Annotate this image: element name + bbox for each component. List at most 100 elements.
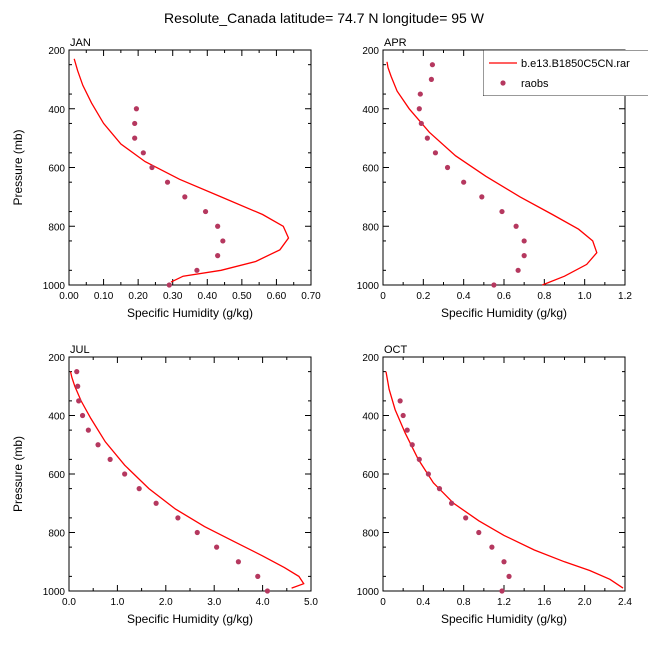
y-tick-label: 800 [48, 529, 65, 540]
raobs-point [515, 267, 521, 273]
x-tick-label: 0.60 [267, 291, 287, 302]
x-tick-label: 0.4 [457, 291, 471, 302]
raobs-point [182, 194, 188, 200]
plot-frame [382, 356, 626, 592]
panel-label: OCT [384, 344, 408, 356]
raobs-point [400, 412, 406, 419]
x-tick-label: 5.0 [304, 597, 318, 608]
raobs-point [491, 282, 497, 288]
raobs-point [416, 456, 422, 462]
figure-title: Resolute_Canada latitude= 74.7 N longitu… [164, 10, 485, 26]
raobs-point [215, 253, 221, 259]
y-tick-label: 600 [48, 470, 65, 481]
raobs-point [122, 471, 128, 477]
y-tick-label: 400 [48, 412, 65, 423]
legend-box [483, 50, 648, 96]
raobs-point [461, 179, 467, 185]
x-tick-label: 0.6 [497, 291, 511, 302]
y-tick-label: 600 [48, 164, 65, 175]
raobs-point [79, 412, 86, 419]
x-axis-title: Specific Humidity (g/kg) [127, 306, 253, 320]
y-tick-label: 1000 [357, 587, 380, 598]
raobs-point [215, 223, 221, 229]
y-tick-label: 200 [48, 353, 65, 364]
legend-body: b.e13.B1850C5CN.rar raobs [483, 50, 648, 96]
raobs-point [255, 573, 261, 579]
raobs-point [417, 91, 423, 97]
y-tick-label: 1000 [357, 281, 380, 292]
x-axis-title: Specific Humidity (g/kg) [127, 612, 253, 626]
raobs-point [429, 62, 436, 68]
x-tick-label: 1.2 [497, 597, 511, 608]
raobs-point [235, 559, 241, 565]
raobs-point [133, 106, 140, 112]
x-tick-label: 0.2 [416, 291, 430, 302]
raobs-point [463, 515, 469, 521]
x-tick-label: 0.8 [457, 597, 471, 608]
x-tick-label: 0.4 [416, 597, 430, 608]
x-tick-label: 0.20 [128, 291, 148, 302]
x-tick-label: 0.00 [59, 291, 79, 302]
x-tick-label: 3.0 [207, 597, 221, 608]
x-tick-label: 1.0 [578, 291, 592, 302]
plot-frame [68, 49, 312, 286]
raobs-point [424, 135, 430, 141]
y-tick-label: 200 [48, 46, 65, 57]
raobs-point [140, 150, 146, 156]
raobs-point [416, 106, 422, 112]
raobs-point [397, 398, 403, 404]
x-tick-label: 0.0 [62, 597, 76, 608]
raobs-point [76, 398, 82, 404]
raobs-point [521, 253, 527, 259]
panel-jan: JAN 0.00 0.10 0.20 0.30 0.40 0.50 0.60 0.70 200 40… [11, 37, 321, 320]
y-tick-label: 600 [362, 470, 379, 481]
y-tick-label: 1000 [43, 281, 66, 292]
raobs-point [214, 544, 220, 550]
legend: b.e13.B1850C5CN.rar raobs [483, 50, 648, 96]
raobs-point [404, 427, 410, 433]
x-tick-label: 1.6 [537, 597, 551, 608]
x-tick-label: 0.10 [94, 291, 114, 302]
raobs-point [95, 442, 101, 448]
y-tick-label: 400 [362, 412, 379, 423]
raobs-point [194, 267, 200, 273]
y-tick-label: 400 [362, 105, 379, 116]
raobs-point [164, 179, 171, 185]
raobs-point [428, 76, 434, 82]
raobs-point [499, 208, 505, 215]
x-axis-title: Specific Humidity (g/kg) [441, 306, 567, 320]
x-tick-label: 0.70 [301, 291, 321, 302]
raobs-point [132, 120, 138, 127]
legend-marker-swatch [500, 80, 506, 86]
raobs-point [85, 427, 91, 433]
raobs-point [75, 383, 81, 389]
raobs-point [166, 282, 172, 288]
raobs-point [501, 559, 507, 565]
panel-label: APR [384, 37, 407, 49]
raobs-point [107, 456, 113, 462]
x-tick-label: 0.40 [198, 291, 218, 302]
raobs-point [513, 223, 519, 229]
y-tick-label: 200 [362, 353, 379, 364]
raobs-point [202, 208, 209, 215]
raobs-point [149, 164, 155, 171]
plot-frame [68, 356, 312, 592]
x-tick-label: 1.2 [618, 291, 632, 302]
model-profile-line [69, 371, 305, 589]
x-tick-label: 0 [380, 597, 386, 608]
raobs-point [432, 150, 439, 156]
model-profile-line [385, 371, 624, 589]
raobs-point [476, 529, 482, 536]
raobs-point [175, 515, 181, 521]
y-tick-label: 400 [48, 105, 65, 116]
y-tick-label: 600 [362, 164, 379, 175]
y-axis-title: Pressure (mb) [11, 129, 25, 205]
panel-label: JAN [70, 37, 91, 49]
y-tick-label: 200 [362, 46, 379, 57]
panel-jul: JUL 0.0 1.0 2.0 3.0 4.0 5.0 200 400 600 800 1000 Spe… [11, 344, 318, 626]
raobs-point [436, 486, 443, 492]
raobs-point [499, 588, 505, 594]
raobs-point [194, 529, 200, 536]
model-profile-line [73, 58, 290, 283]
